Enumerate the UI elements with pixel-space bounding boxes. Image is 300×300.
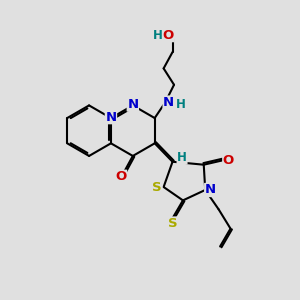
- Text: O: O: [223, 154, 234, 167]
- Text: O: O: [163, 28, 174, 42]
- Text: O: O: [115, 170, 127, 183]
- Text: S: S: [152, 181, 162, 194]
- Text: S: S: [168, 217, 177, 230]
- Text: N: N: [163, 96, 174, 109]
- Text: H: H: [177, 151, 187, 164]
- Text: N: N: [205, 184, 216, 196]
- Text: H: H: [176, 98, 185, 112]
- Text: N: N: [127, 98, 138, 111]
- Text: H: H: [153, 28, 163, 42]
- Text: N: N: [105, 111, 116, 124]
